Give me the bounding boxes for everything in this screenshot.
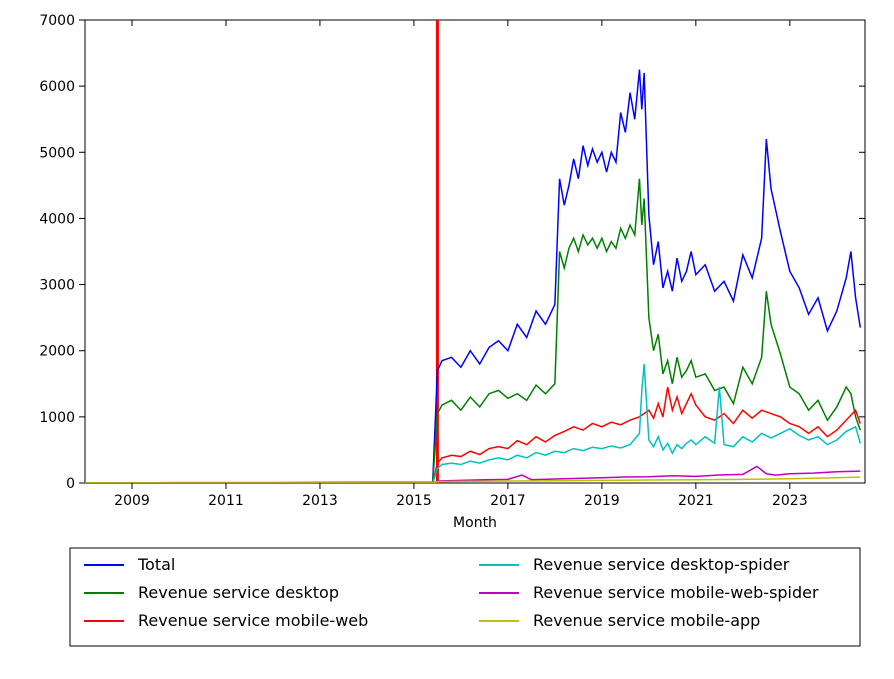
x-tick-label: 2013 <box>302 493 338 509</box>
x-tick-label: 2017 <box>490 493 526 509</box>
y-tick-label: 5000 <box>39 145 75 161</box>
x-tick-label: 2021 <box>678 493 714 509</box>
x-tick-label: 2019 <box>584 493 620 509</box>
x-tick-label: 2023 <box>772 493 808 509</box>
y-tick-label: 1000 <box>39 410 75 426</box>
y-tick-label: 4000 <box>39 211 75 227</box>
line-chart: 2009 2011 2013 2015 2017 2019 2021 2023 0 1000 200… <box>0 0 894 679</box>
chart-svg: 2009 2011 2013 2015 2017 2019 2021 2023 0 1000 200… <box>0 0 894 679</box>
x-axis-label: Month <box>453 515 497 531</box>
legend-label: Revenue service mobile-app <box>533 611 760 630</box>
y-tick-label: 6000 <box>39 79 75 95</box>
legend-label: Revenue service desktop-spider <box>533 555 790 574</box>
y-tick-label: 2000 <box>39 344 75 360</box>
series-revenue-service-desktop-spider <box>85 364 860 483</box>
x-tick-label: 2011 <box>208 493 244 509</box>
series-revenue-service-mobile-web <box>85 387 860 483</box>
x-tick-label: 2015 <box>396 493 432 509</box>
y-tick-label: 0 <box>66 476 75 492</box>
legend-label: Revenue service mobile-web <box>138 611 368 630</box>
series-total <box>85 70 860 483</box>
x-tick-label: 2009 <box>114 493 150 509</box>
y-tick-label: 3000 <box>39 278 75 294</box>
legend-label: Total <box>137 555 175 574</box>
legend-label: Revenue service desktop <box>138 583 339 602</box>
legend-label: Revenue service mobile-web-spider <box>533 583 819 602</box>
y-tick-label: 7000 <box>39 13 75 29</box>
plot-border <box>85 20 865 483</box>
